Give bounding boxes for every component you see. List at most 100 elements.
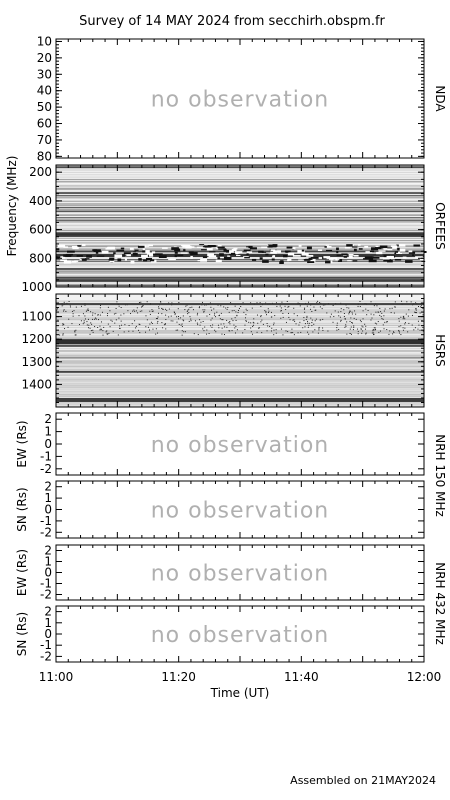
frequency-band (56, 191, 424, 192)
interference-dot (245, 314, 247, 316)
sub-panel-ylabel: SN (Rs) (15, 612, 29, 656)
spectral-speckle (227, 255, 231, 257)
interference-dot (203, 330, 205, 332)
interference-dot (213, 314, 215, 316)
frequency-band (56, 328, 424, 329)
interference-dot (245, 308, 247, 310)
spectral-speckle (81, 243, 86, 247)
spectral-feature (56, 232, 424, 237)
interference-dot (221, 333, 223, 335)
interference-dot (267, 325, 269, 327)
interference-dot (168, 308, 170, 310)
spectral-speckle (223, 257, 232, 260)
interference-dot (252, 324, 254, 326)
y-tick-label: 60 (37, 117, 52, 131)
spectral-speckle (106, 247, 112, 250)
interference-dot (268, 310, 270, 312)
sub-panel-ylabel: EW (Rs) (15, 549, 29, 596)
spectral-speckle (171, 247, 179, 250)
spectral-speckle (336, 247, 339, 251)
frequency-band (56, 229, 424, 230)
panel-nda: no observation 10 20 30 40 50 60 70 80 NDA (37, 34, 447, 163)
spectral-feature (56, 303, 424, 306)
y-tick-label: 600 (29, 223, 52, 237)
y-tick-label: 0 (44, 503, 52, 517)
frequency-band (56, 186, 424, 187)
frequency-band (56, 208, 424, 209)
spectral-speckle (77, 245, 81, 247)
interference-dot (246, 310, 248, 312)
spectral-speckle (133, 251, 137, 253)
interference-dot (172, 320, 174, 322)
interference-dot (155, 328, 157, 330)
frequency-band (56, 258, 424, 259)
frequency-band (56, 209, 424, 210)
interference-dot (411, 324, 413, 326)
interference-dot (264, 310, 266, 312)
spectral-speckle (259, 257, 263, 260)
interference-dot (326, 312, 328, 314)
interference-dot (98, 319, 100, 321)
interference-dot (88, 327, 90, 329)
spectral-speckle (63, 246, 69, 248)
interference-dot (171, 302, 173, 304)
spectral-speckle (217, 246, 225, 249)
y-tick-label: -2 (40, 525, 52, 539)
interference-dot (83, 320, 85, 322)
interference-dot (403, 317, 405, 319)
spectral-speckle (335, 259, 340, 261)
interference-dot (414, 327, 416, 329)
interference-dot (320, 319, 322, 321)
interference-dot (87, 308, 89, 310)
spectral-speckle (287, 252, 295, 256)
interference-dot (392, 333, 394, 335)
interference-dot (405, 313, 407, 315)
interference-dot (161, 307, 163, 309)
interference-dot (100, 328, 102, 330)
interference-dot (176, 316, 178, 318)
frequency-band (56, 358, 424, 359)
frequency-band (56, 196, 424, 197)
interference-dot (240, 305, 242, 307)
frequency-band (56, 306, 424, 307)
spectral-speckle (325, 249, 333, 252)
frequency-band (56, 241, 424, 242)
frequency-band (56, 392, 424, 393)
y-tick-label: 1000 (21, 280, 52, 294)
interference-dot (418, 324, 420, 326)
frequency-band (56, 179, 424, 180)
interference-dot (250, 331, 252, 333)
spectral-speckle (246, 251, 253, 253)
interference-dot (120, 320, 122, 322)
spectral-speckle (286, 246, 293, 249)
spectral-speckle (298, 244, 302, 247)
interference-dot (100, 304, 102, 306)
interference-dot (115, 319, 117, 321)
panel-frame (55, 544, 425, 601)
interference-dot (327, 330, 329, 332)
interference-dot (306, 317, 308, 319)
interference-dot (208, 333, 210, 335)
frequency-band (56, 205, 424, 206)
interference-dot (204, 309, 206, 311)
interference-dot (65, 310, 67, 312)
interference-dot (140, 301, 142, 303)
interference-dot (316, 302, 318, 304)
interference-dot (340, 320, 342, 322)
interference-dot (180, 317, 182, 319)
frequency-band (56, 218, 424, 219)
interference-dot (57, 308, 59, 310)
spectral-speckle (352, 246, 358, 248)
spectral-speckle (149, 253, 154, 257)
interference-dot (229, 330, 231, 332)
interference-dot (282, 316, 284, 318)
interference-dot (217, 304, 219, 306)
interference-dot (256, 314, 258, 316)
spectral-speckle (376, 251, 383, 255)
y-tick-label: 1 (44, 425, 52, 439)
spectral-speckle (273, 255, 276, 258)
spectral-speckle (168, 258, 176, 261)
interference-dot (357, 305, 359, 307)
frequency-band (56, 180, 424, 181)
